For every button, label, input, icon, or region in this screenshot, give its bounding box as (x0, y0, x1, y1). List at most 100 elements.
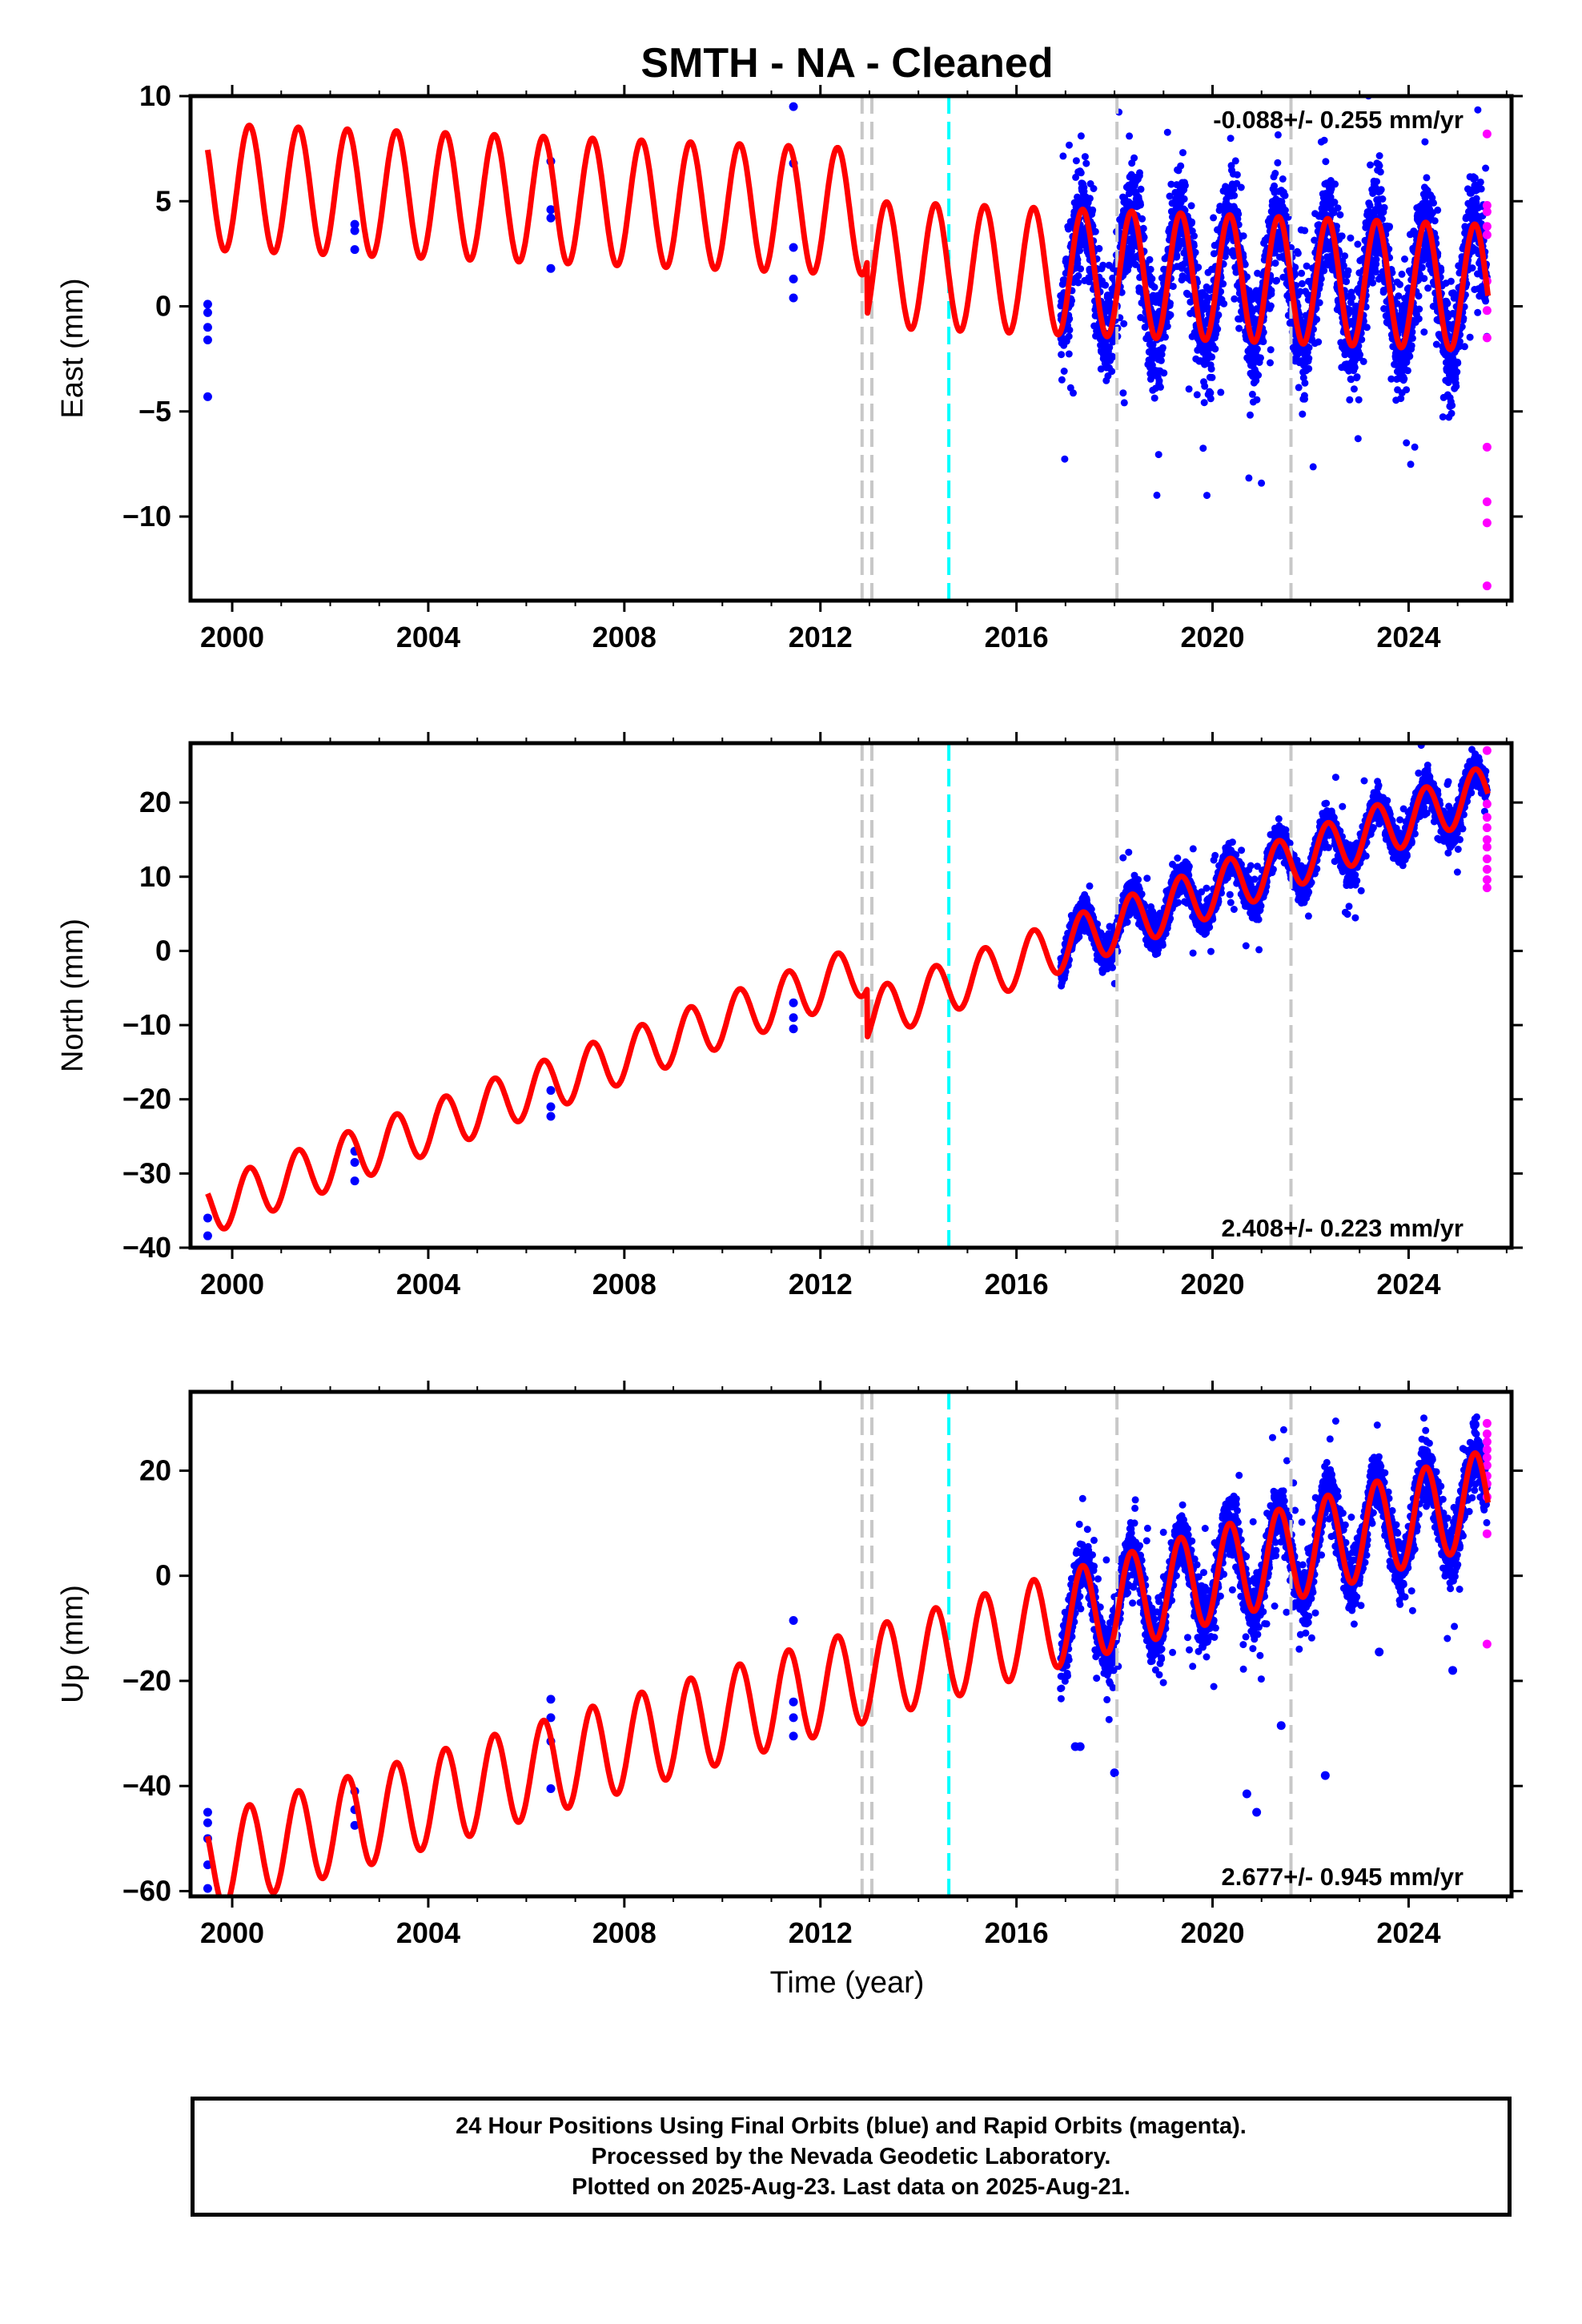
model-fit-line (204, 123, 1492, 352)
final-orbit-point (1257, 902, 1265, 910)
x-tick-label: 2024 (1376, 621, 1440, 653)
final-orbit-point (1136, 169, 1143, 177)
final-orbit-point (1460, 343, 1468, 351)
final-orbit-point (1224, 63, 1231, 70)
rapid-orbit-point (1482, 497, 1492, 507)
rapid-orbit-point (1482, 442, 1492, 452)
final-orbit-point (1065, 332, 1073, 340)
final-orbit-point (1231, 295, 1239, 303)
final-orbit-point (1157, 356, 1165, 364)
final-orbit-point (1346, 396, 1354, 404)
final-orbit-point (1077, 265, 1085, 273)
final-orbit-point (1130, 154, 1138, 162)
final-orbit-point (1315, 299, 1323, 307)
final-orbit-point (546, 213, 556, 223)
final-orbit-point (1267, 359, 1274, 367)
rapid-orbit-point (1482, 333, 1492, 343)
final-orbit-point (1353, 373, 1361, 381)
final-orbit-point (1476, 178, 1484, 186)
final-orbit-point (1120, 399, 1128, 407)
final-orbit-point (1407, 342, 1415, 350)
final-orbit-point (1077, 132, 1085, 140)
final-orbit-point (1301, 379, 1309, 387)
final-orbit-point (1257, 354, 1264, 362)
final-orbit-point (1163, 128, 1171, 136)
final-orbit-point (203, 308, 212, 317)
final-orbit-point (1317, 138, 1325, 146)
final-orbit-point (1271, 170, 1279, 177)
final-orbit-point (1088, 74, 1095, 81)
final-orbit-point (203, 336, 212, 344)
final-orbit-point (1146, 265, 1154, 273)
final-orbit-point (1203, 492, 1211, 500)
final-orbit-point (1102, 281, 1110, 289)
rapid-orbit-point (1482, 230, 1492, 239)
final-orbit-point (1158, 344, 1166, 352)
final-orbit-point (1220, 300, 1228, 308)
final-orbit-point (1403, 386, 1411, 394)
final-orbit-point (1153, 491, 1161, 499)
final-orbit-point (1138, 890, 1146, 898)
final-orbit-point (1167, 180, 1175, 188)
final-orbit-point (1403, 367, 1411, 375)
final-orbit-point (1367, 161, 1374, 169)
final-orbit-point (1408, 334, 1416, 342)
y-tick-label: 10 (139, 79, 171, 112)
final-orbit-point (1468, 56, 1475, 63)
final-orbit-point (1281, 191, 1289, 199)
final-orbit-point (1065, 350, 1073, 358)
final-orbit-point (1059, 152, 1067, 160)
rapid-orbit-point (1482, 207, 1492, 216)
final-orbit-point (1259, 338, 1267, 346)
final-orbit-point (1207, 389, 1215, 397)
final-orbit-point (1185, 385, 1193, 393)
final-orbit-point (1237, 183, 1245, 191)
final-orbit-point (789, 243, 798, 252)
final-orbit-point (1072, 157, 1080, 165)
final-orbit-point (1359, 357, 1367, 365)
final-orbit-point (1332, 86, 1339, 94)
panel-north: 2000 2004 2008 2012 2016 2020 2024−40−30−20−10… (56, 732, 1523, 1301)
final-orbit-point (1355, 396, 1363, 404)
final-orbit-point (1191, 248, 1199, 256)
final-orbit-point (1407, 460, 1415, 468)
final-orbit-point (1482, 164, 1490, 172)
final-orbit-point (1271, 259, 1279, 267)
y-axis-label: East (mm) (56, 278, 90, 418)
final-orbit-point (1255, 372, 1263, 379)
rapid-orbit-point (1482, 581, 1492, 591)
final-orbit-point (1201, 382, 1209, 390)
final-orbit-point (1208, 373, 1216, 381)
final-orbit-point (1166, 192, 1174, 200)
final-orbit-point (1138, 215, 1146, 223)
final-orbit-point (1343, 278, 1351, 286)
final-orbit-point (1227, 135, 1235, 143)
final-orbit-point (1217, 287, 1225, 296)
final-orbit-point (1188, 218, 1196, 226)
final-orbit-point (1211, 345, 1219, 353)
plot-area-north (203, 743, 1492, 1248)
final-orbit-point (1207, 395, 1215, 403)
final-orbit-point (789, 274, 798, 283)
final-orbit-point (1341, 252, 1349, 260)
final-orbit-point (1141, 324, 1149, 332)
final-orbit-point (1305, 364, 1313, 372)
final-orbit-point (1430, 199, 1437, 207)
final-orbit-point (1080, 187, 1088, 195)
final-orbit-point (1071, 76, 1078, 83)
final-orbit-point (1231, 157, 1239, 165)
rapid-orbit-points (1482, 129, 1492, 591)
final-orbit-point (1396, 280, 1403, 288)
final-orbit-point (1415, 305, 1423, 313)
final-orbit-point (1074, 255, 1082, 263)
final-orbit-point (1476, 86, 1483, 93)
final-orbit-point (546, 263, 556, 273)
panel-east: 2000 2004 2008 2012 2016 2020 2024−10−50510Eas… (56, 56, 1523, 653)
final-orbit-point (1454, 359, 1462, 367)
final-orbit-point (1320, 267, 1328, 275)
final-orbit-point (1239, 232, 1247, 240)
final-orbit-point (1293, 247, 1301, 255)
final-orbit-point (1369, 279, 1377, 287)
final-orbit-point (1066, 315, 1074, 323)
final-orbit-point (1311, 236, 1319, 244)
